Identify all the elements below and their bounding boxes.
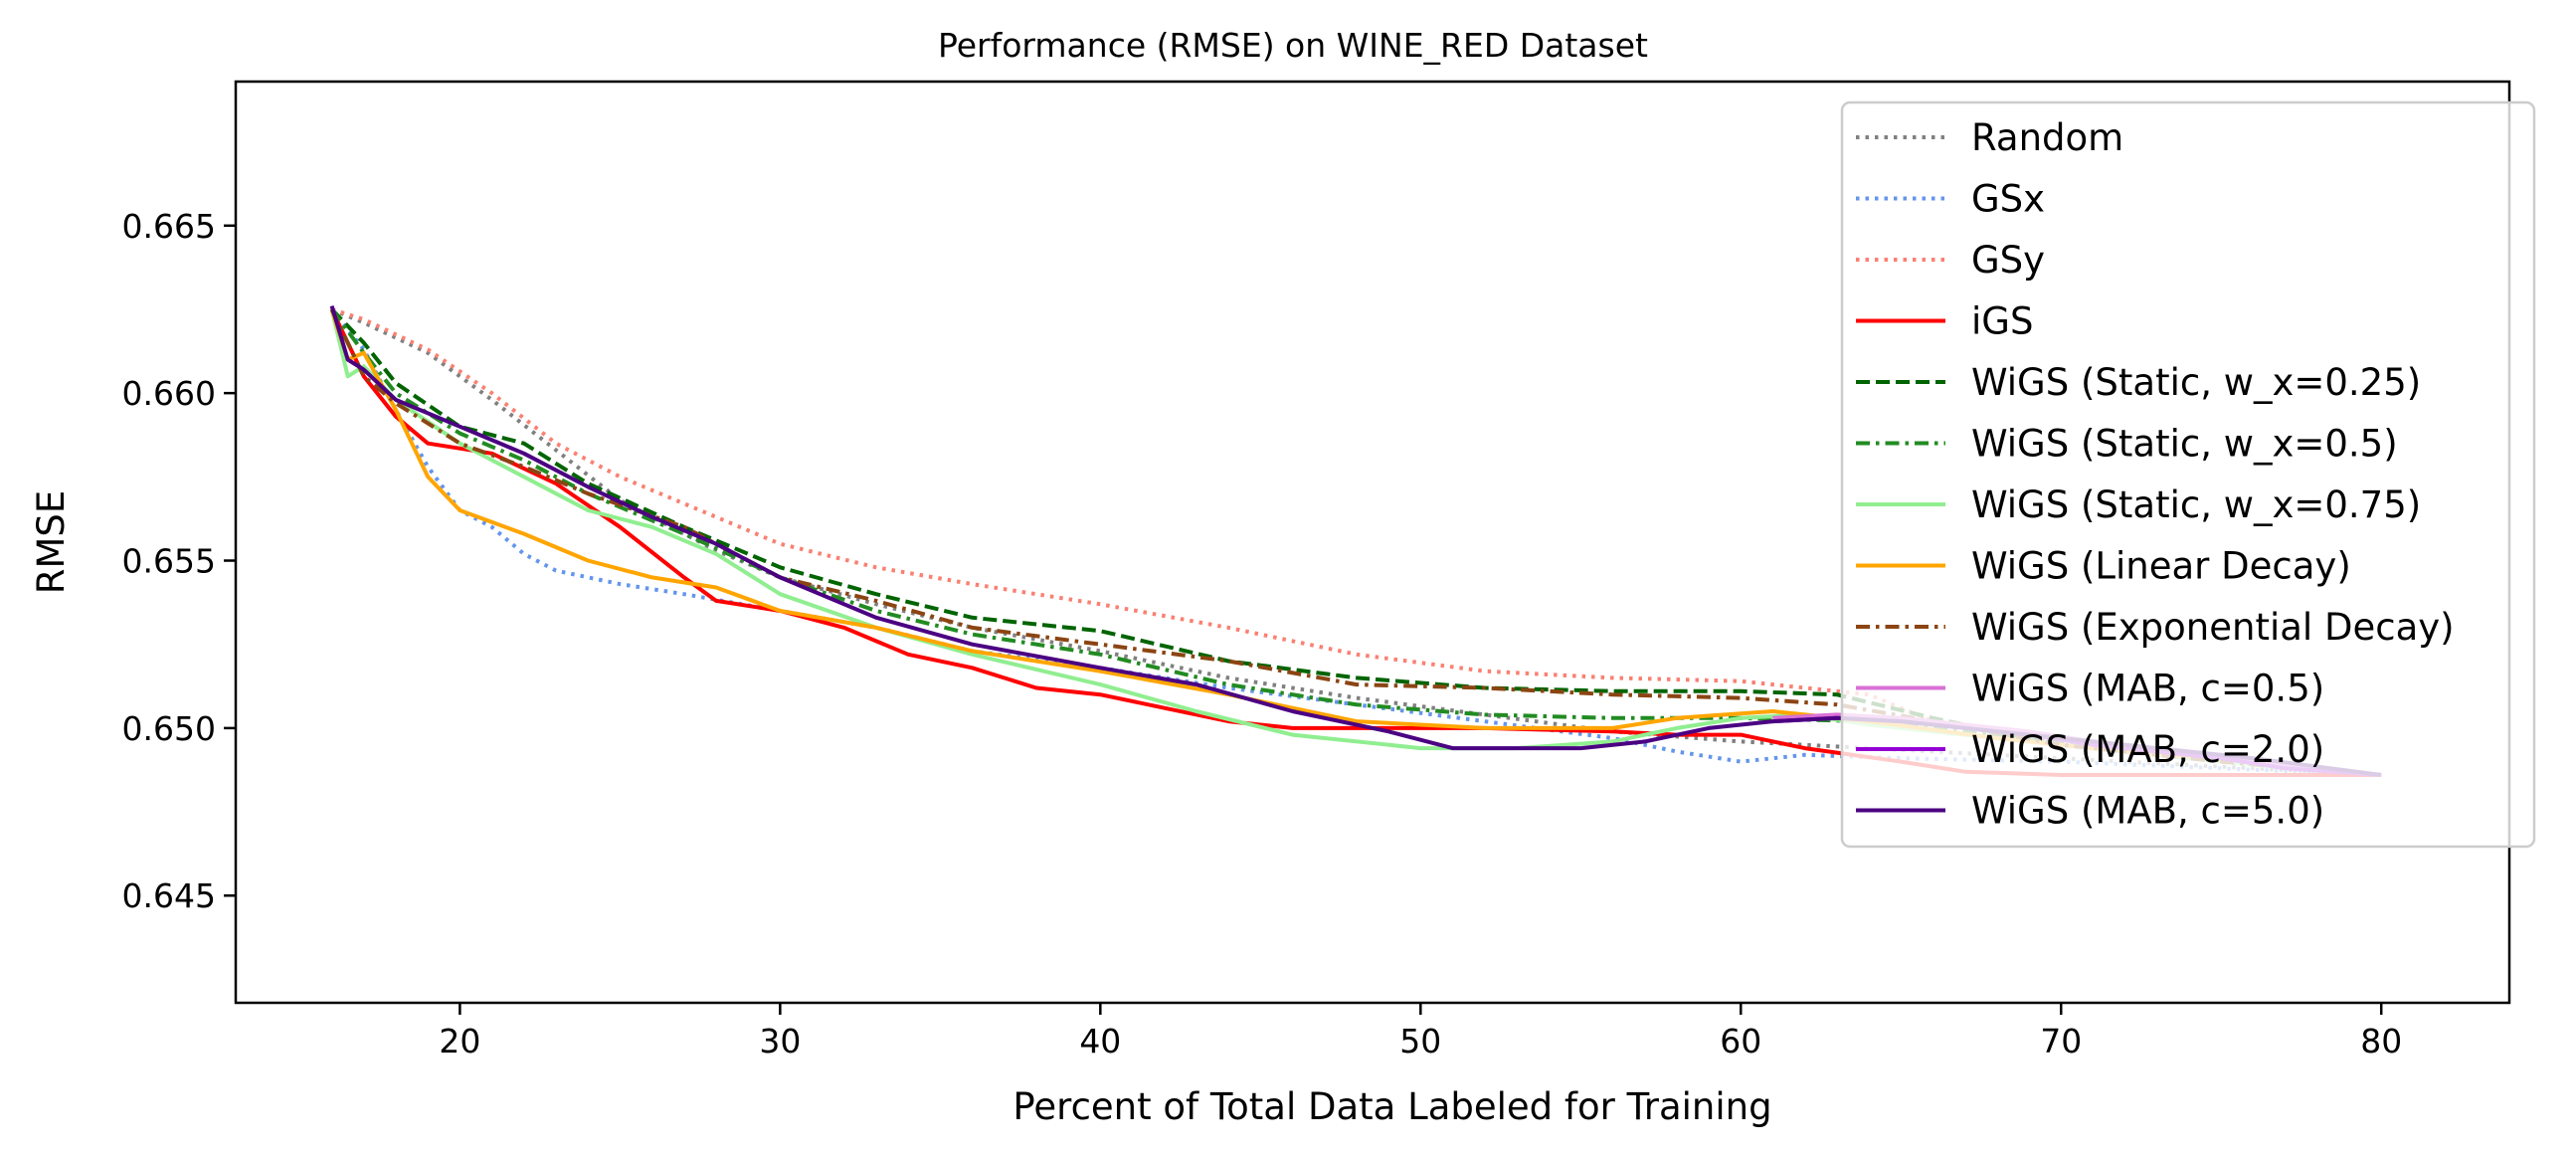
x-tick-label: 20 bbox=[439, 1022, 480, 1060]
series-line-igs bbox=[329, 308, 2382, 777]
x-axis: 20 30 40 50 60 70 80 bbox=[439, 1003, 2402, 1060]
y-tick-label: 0.645 bbox=[122, 876, 216, 915]
legend-label-wigs-mab-c-5-0: WiGS (MAB, c=5.0) bbox=[1971, 790, 2324, 833]
x-tick-label: 40 bbox=[1079, 1022, 1121, 1060]
x-tick-label: 30 bbox=[759, 1022, 801, 1060]
x-tick-label: 60 bbox=[1720, 1022, 1761, 1060]
legend-label-wigs-linear-decay: WiGS (Linear Decay) bbox=[1971, 545, 2351, 588]
legend-box bbox=[1840, 100, 2536, 849]
legend-label-wigs-static-w-x-0-5: WiGS (Static, w_x=0.5) bbox=[1971, 423, 2398, 466]
y-tick-label: 0.660 bbox=[122, 374, 216, 413]
y-axis-label: RMSE bbox=[30, 490, 73, 595]
legend-label-gsx: GSx bbox=[1971, 178, 2045, 221]
y-tick-label: 0.665 bbox=[122, 207, 216, 246]
chart-title: Performance (RMSE) on WINE_RED Dataset bbox=[938, 26, 1648, 65]
y-tick-label: 0.650 bbox=[122, 709, 216, 748]
legend-label-wigs-mab-c-0-5: WiGS (MAB, c=0.5) bbox=[1971, 668, 2324, 710]
legend-label-igs: iGS bbox=[1971, 300, 2033, 343]
legend-label-wigs-mab-c-2-0: WiGS (MAB, c=2.0) bbox=[1971, 728, 2324, 771]
x-axis-label: Percent of Total Data Labeled for Traini… bbox=[1012, 1085, 1771, 1128]
legend-label-random: Random bbox=[1971, 116, 2123, 159]
x-tick-label: 80 bbox=[2360, 1022, 2402, 1060]
x-tick-label: 70 bbox=[2040, 1022, 2082, 1060]
legend-label-gsy: GSy bbox=[1971, 239, 2045, 282]
legend-label-wigs-static-w-x-0-75: WiGS (Static, w_x=0.75) bbox=[1971, 483, 2421, 526]
y-axis: 0.645 0.650 0.655 0.660 0.665 bbox=[122, 207, 236, 915]
y-tick-label: 0.655 bbox=[122, 542, 216, 581]
legend-label-wigs-exponential-decay: WiGS (Exponential Decay) bbox=[1971, 606, 2455, 649]
x-tick-label: 50 bbox=[1399, 1022, 1441, 1060]
legend-label-wigs-static-w-x-0-25: WiGS (Static, w_x=0.25) bbox=[1971, 361, 2421, 404]
legend: Random GSx GSy iGS WiGS (Static, w_x=0.25) Wi… bbox=[1840, 100, 2536, 849]
